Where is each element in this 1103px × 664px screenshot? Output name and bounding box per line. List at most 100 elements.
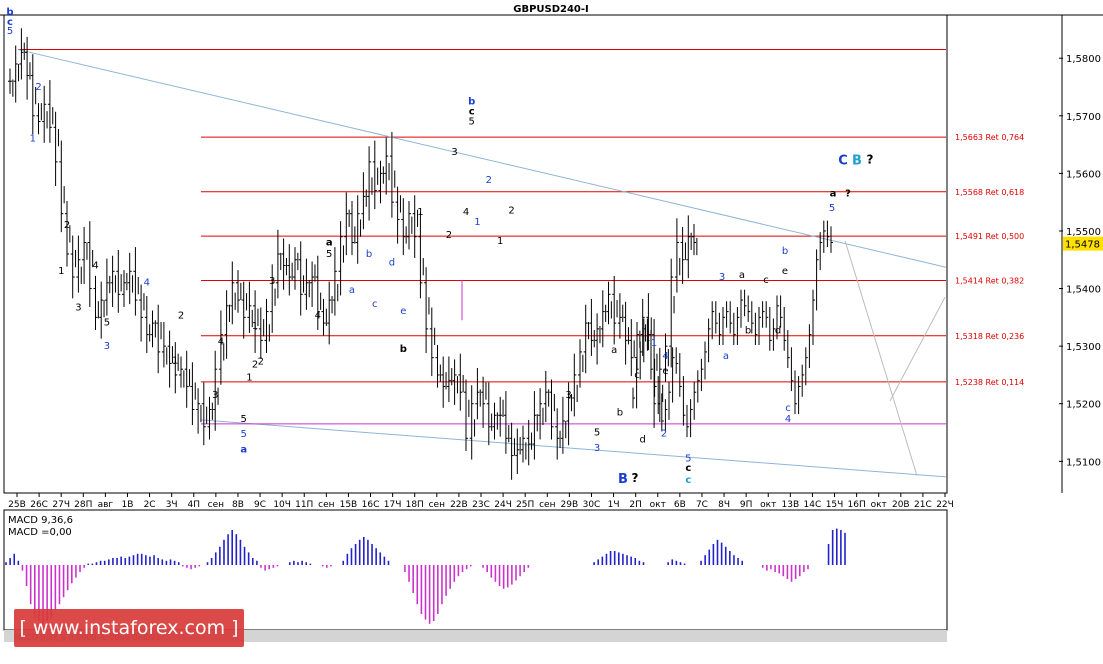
wave-label: c — [685, 463, 691, 474]
time-tick-label: 20В — [892, 500, 910, 510]
price-tick-label: 1,5400 — [1066, 285, 1101, 296]
time-tick-label: 24Ч — [494, 500, 512, 510]
wave-label: 5 — [326, 249, 332, 260]
time-tick-label: 30С — [583, 500, 601, 510]
fib-level-label: 1,5238 Ret 0,114 — [955, 378, 1024, 387]
wave-label: 3 — [719, 272, 725, 283]
time-tick-label: 1В — [122, 500, 134, 510]
time-tick-label: 21С — [914, 500, 932, 510]
wave-label: 4 — [463, 207, 469, 218]
time-tick-label: 25В — [8, 500, 26, 510]
wave-label: B — [618, 472, 628, 487]
wave-label: c — [7, 17, 13, 28]
fib-level-label: 1,5568 Ret 0,618 — [955, 188, 1024, 197]
wave-label: b — [366, 249, 372, 260]
wave-label: c — [469, 107, 475, 118]
wave-label: 2 — [35, 82, 41, 93]
current-price-badge — [1063, 236, 1103, 251]
wave-label: c — [785, 403, 791, 414]
wave-label: 4 — [218, 336, 224, 347]
wave-label: 3 — [104, 341, 110, 352]
candles-group — [8, 28, 833, 480]
main-plot-frame — [3, 14, 948, 494]
time-tick-label: 28П — [74, 500, 92, 510]
price-tick-label: 1,5600 — [1066, 169, 1101, 180]
macd-histogram — [5, 528, 846, 624]
time-tick-label: окт — [650, 500, 666, 510]
time-tick-label: 17Ч — [384, 500, 402, 510]
wave-label: b — [782, 246, 788, 257]
wave-label: c — [685, 475, 691, 486]
wave-label: a — [830, 188, 837, 199]
projection-line-down — [844, 240, 918, 476]
time-tick-label: 11П — [295, 500, 313, 510]
wave-label: 5 — [241, 429, 247, 440]
time-tick-label: 10Ч — [273, 500, 291, 510]
wave-label: d — [640, 434, 646, 445]
wave-label: a — [611, 345, 617, 356]
time-tick-label: 23С — [472, 500, 490, 510]
wave-label: e — [400, 306, 406, 317]
trendline-upper — [17, 49, 947, 268]
time-tick-label: авг — [98, 500, 114, 510]
wave-label: c — [634, 370, 640, 381]
wave-label: 1 — [651, 338, 657, 349]
wave-label: 1 — [172, 355, 178, 366]
time-tick-label: 22Ч — [936, 500, 954, 510]
time-tick-label: 2С — [144, 500, 156, 510]
time-tick-label: сен — [539, 500, 555, 510]
wave-label: 5 — [685, 453, 691, 464]
watermark-banner: [ www.instaforex.com ] — [14, 609, 244, 647]
trendline-lower — [200, 419, 947, 478]
wave-label: 4 — [785, 414, 791, 425]
wave-label: 5 — [469, 116, 475, 127]
wave-label: 4 — [315, 311, 321, 322]
wave-label: 3 — [269, 276, 275, 287]
time-tick-label: 6В — [674, 500, 686, 510]
wave-label: 1 — [497, 236, 503, 247]
time-tick-label: 4П — [188, 500, 201, 510]
time-tick-label: 29В — [561, 500, 579, 510]
wave-label: 3 — [565, 390, 571, 401]
wave-label: a — [240, 445, 247, 456]
wave-label: 2 — [64, 220, 70, 231]
wave-label: e — [662, 366, 668, 377]
time-tick-label: сен — [429, 500, 445, 510]
fib-level-label: 1,5318 Ret 0,236 — [955, 332, 1024, 341]
time-tick-label: 26С — [30, 500, 48, 510]
wave-label: 5 — [829, 203, 835, 214]
wave-label: c — [763, 275, 769, 286]
wave-label: a — [723, 351, 729, 362]
wave-label: b — [617, 407, 623, 418]
price-tick-label: 1,5700 — [1066, 112, 1101, 123]
fib-level-label: 1,5491 Ret 0,500 — [955, 232, 1024, 241]
wave-label: 5 — [241, 414, 247, 425]
wave-label: 3 — [75, 302, 81, 313]
time-tick-label: 14С — [804, 500, 822, 510]
time-tick-label: 7С — [696, 500, 708, 510]
wave-label: 2 — [661, 429, 667, 440]
time-tick-label: 18П — [406, 500, 424, 510]
price-tick-label: 1,5800 — [1066, 54, 1101, 65]
wave-label: a — [349, 285, 355, 296]
time-tick-label: 15Ч — [826, 500, 844, 510]
wave-label: 1 — [252, 321, 258, 332]
current-price-label: 1,5478 — [1065, 240, 1100, 251]
wave-label: 3 — [212, 390, 218, 401]
wave-label: 1 — [30, 134, 36, 145]
wave-label: 2 — [258, 357, 264, 368]
wave-label: 4 — [662, 351, 668, 362]
wave-label: a — [326, 237, 333, 248]
wave-label: 5 — [7, 26, 13, 37]
wave-label: 2 — [446, 230, 452, 241]
wave-label: c — [372, 299, 378, 310]
fib-level-label: 1,5663 Ret 0,764 — [955, 133, 1024, 142]
wave-label: 2 — [178, 311, 184, 322]
wave-label: 3 — [451, 147, 457, 158]
wave-label: 4 — [144, 278, 150, 289]
time-tick-label: 13В — [782, 500, 800, 510]
time-tick-label: 15В — [340, 500, 358, 510]
price-tick-label: 1,5100 — [1066, 457, 1101, 468]
